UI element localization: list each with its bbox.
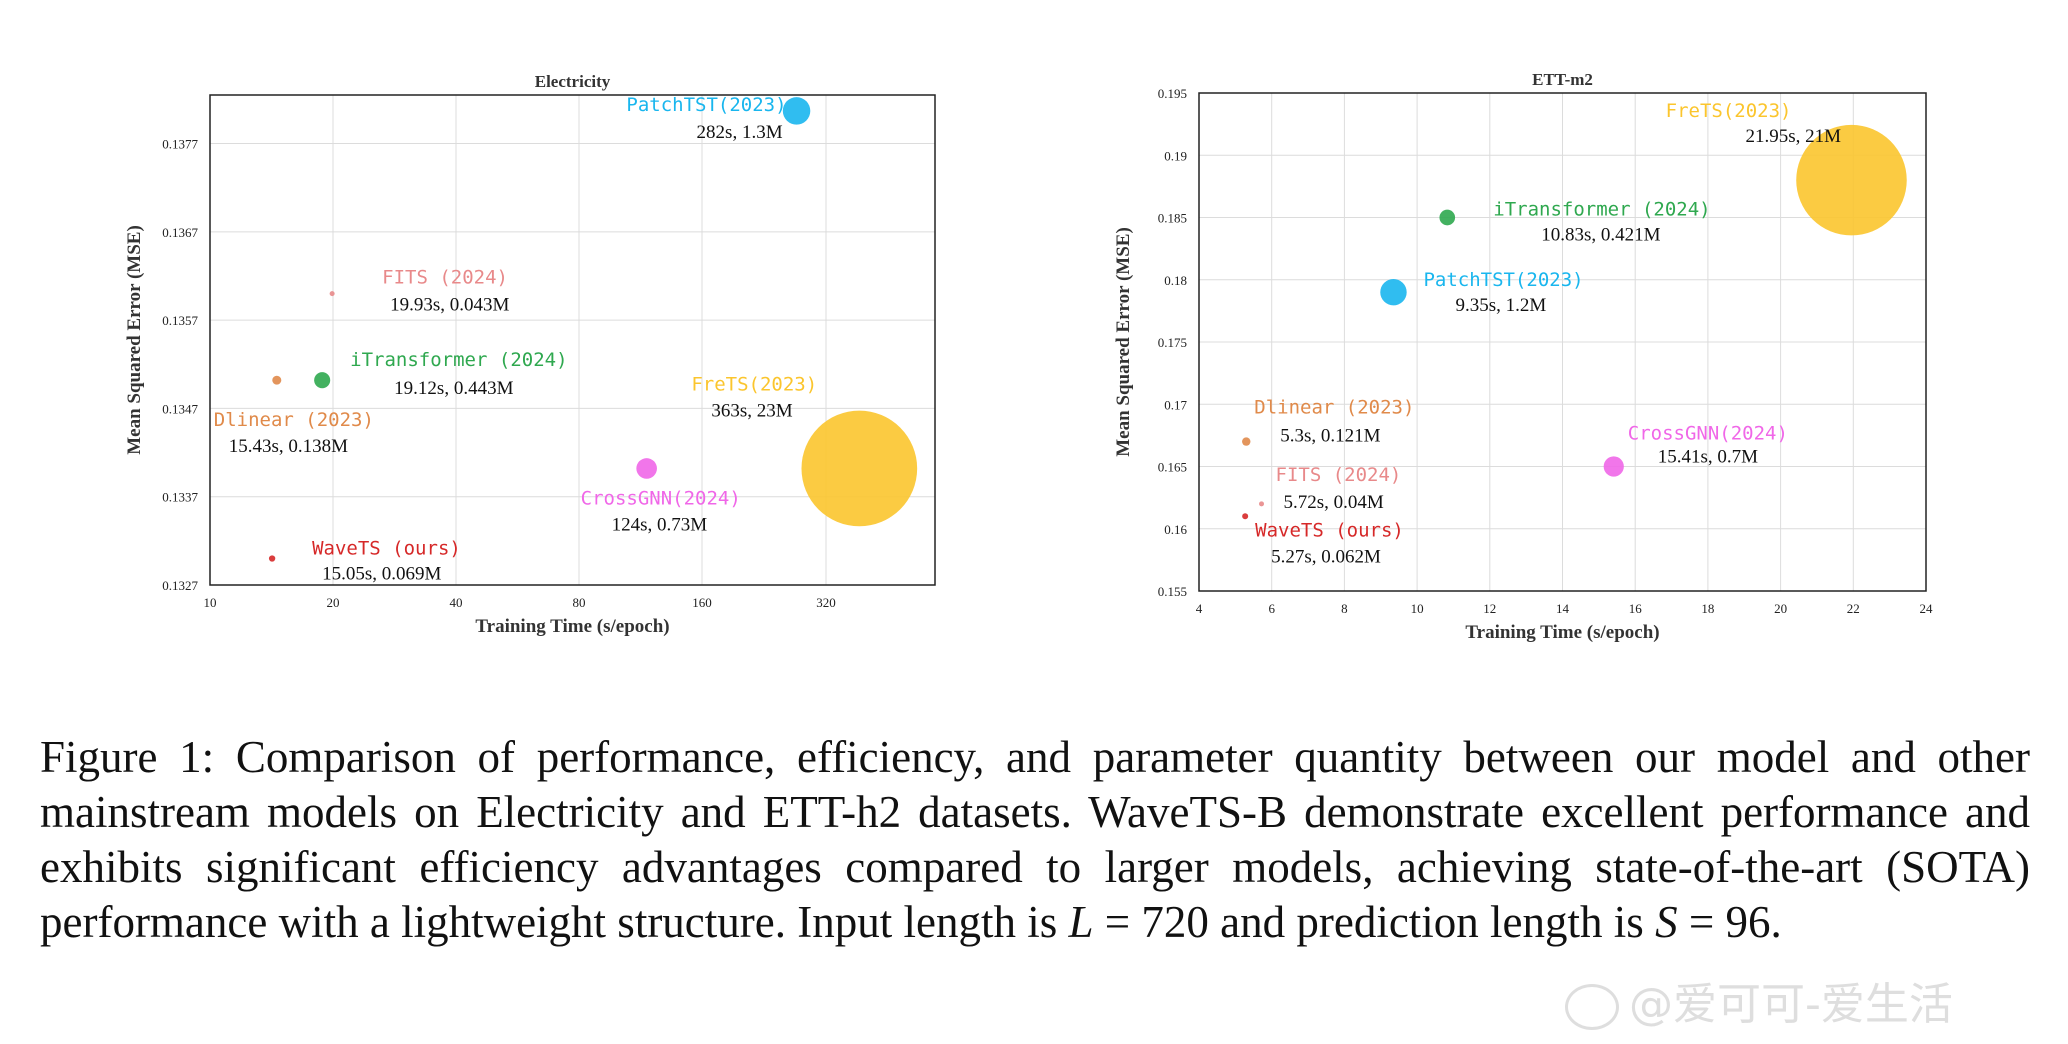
- caption-text-S-eq: = 96.: [1677, 897, 1782, 947]
- chart1-x-tick-label: 320: [816, 595, 836, 610]
- chart2-point-label: WaveTS (ours): [1255, 519, 1404, 541]
- chart1-point-label: FITS (2024): [382, 267, 508, 289]
- chart1-data-point: [329, 291, 335, 297]
- watermark: @爱可可-爱生活: [1565, 968, 2065, 1032]
- chart2-x-tick-label: 16: [1629, 601, 1643, 616]
- chart2-y-tick-label: 0.185: [1158, 211, 1187, 226]
- chart2-point-label: FreTS(2023): [1666, 100, 1792, 122]
- chart2-x-tick-label: 22: [1847, 601, 1860, 616]
- chart1-point-detail: 282s, 1.3M: [697, 122, 783, 143]
- chart2-point-detail: 10.83s, 0.421M: [1541, 225, 1660, 246]
- chart2-y-tick-label: 0.175: [1158, 335, 1187, 350]
- chart2-data-point: [1259, 501, 1265, 507]
- chart1-data-point: [636, 458, 657, 479]
- chart1-title: Electricity: [535, 72, 611, 91]
- chart2-x-tick-label: 12: [1483, 601, 1496, 616]
- chart2-data-point: [1603, 456, 1624, 477]
- chart1-point-detail: 15.05s, 0.069M: [322, 564, 441, 585]
- caption-text: Figure 1: Comparison of performance, eff…: [40, 732, 2030, 947]
- chart2-x-tick-label: 8: [1341, 601, 1348, 616]
- chart1-point-label: WaveTS (ours): [312, 538, 461, 560]
- chart2-point-detail: 5.27s, 0.062M: [1271, 546, 1381, 567]
- chart1-x-tick-label: 10: [204, 595, 217, 610]
- chart1-data-point: [272, 375, 282, 385]
- chart2-point-detail: 9.35s, 1.2M: [1455, 295, 1546, 316]
- chart2-y-tick-label: 0.195: [1158, 86, 1187, 101]
- chart2-x-tick-label: 4: [1196, 601, 1203, 616]
- caption-text-L-eq: = 720 and prediction length is: [1093, 897, 1656, 947]
- chart2-point-label: PatchTST(2023): [1423, 269, 1583, 291]
- chart2-y-tick-label: 0.17: [1164, 397, 1187, 412]
- chart1-data-point: [782, 97, 811, 125]
- weibo-logo-icon: [1565, 984, 1619, 1030]
- chart1-y-axis-label: Mean Squared Error (MSE): [124, 225, 145, 455]
- chart2-x-axis-label: Training Time (s/epoch): [1465, 622, 1659, 643]
- chart2-point-label: iTransformer (2024): [1493, 199, 1710, 221]
- chart1-x-tick-label: 160: [692, 595, 712, 610]
- chart1-x-tick-label: 20: [327, 595, 340, 610]
- chart2-data-point: [1380, 278, 1407, 306]
- chart2-data-point: [1439, 209, 1456, 226]
- chart2-point-label: FITS (2024): [1276, 464, 1402, 486]
- chart2-point-detail: 5.3s, 0.121M: [1280, 426, 1380, 447]
- chart1-y-tick-label: 0.1337: [162, 490, 198, 505]
- chart1-point-detail: 19.12s, 0.443M: [394, 378, 513, 399]
- figure-caption: Figure 1: Comparison of performance, eff…: [40, 730, 2030, 950]
- chart2-y-tick-label: 0.19: [1164, 148, 1187, 163]
- watermark-text: @爱可可-爱生活: [1629, 979, 1953, 1030]
- chart2-x-tick-label: 24: [1920, 601, 1934, 616]
- chart1-point-label: FreTS(2023): [691, 373, 817, 395]
- chart1-data-point: [314, 372, 331, 389]
- chart2-point-label: Dlinear (2023): [1254, 397, 1414, 419]
- chart1-x-axis-label: Training Time (s/epoch): [475, 616, 669, 637]
- chart2-x-tick-label: 20: [1774, 601, 1787, 616]
- chart1-point-label: Dlinear (2023): [214, 409, 374, 431]
- chart2-x-tick-label: 6: [1268, 601, 1275, 616]
- chart1-point-detail: 363s, 23M: [711, 400, 792, 421]
- chart2-x-tick-label: 14: [1556, 601, 1570, 616]
- chart2-y-tick-label: 0.155: [1158, 584, 1187, 599]
- chart2-y-tick-label: 0.18: [1164, 273, 1187, 288]
- chart1-point-label: iTransformer (2024): [350, 349, 567, 371]
- chart2-point-detail: 5.72s, 0.04M: [1284, 492, 1384, 513]
- chart1-point-label: CrossGNN(2024): [581, 487, 741, 509]
- chart1-x-tick-label: 80: [573, 595, 586, 610]
- chart1-point-detail: 19.93s, 0.043M: [390, 295, 509, 316]
- figure-charts: 10 20 40 80 160 320 0.1327 0.1337 0.1347 0.1357 0.…: [124, 70, 1934, 643]
- chart1-y-tick-label: 0.1327: [162, 578, 198, 593]
- chart2-title: ETT-m2: [1532, 70, 1593, 89]
- chart2-point-detail: 15.41s, 0.7M: [1658, 447, 1758, 468]
- chart1-plot-frame: [209, 94, 936, 586]
- chart2-plot-frame: [1198, 92, 1927, 592]
- chart1-data-point: [268, 555, 276, 562]
- caption-var-S: S: [1655, 897, 1678, 947]
- chart1-point-detail: 15.43s, 0.138M: [229, 436, 348, 457]
- chart1-y-tick-label: 0.1357: [162, 313, 198, 328]
- chart2-point-label: CrossGNN(2024): [1628, 423, 1788, 445]
- chart2-y-axis-label: Mean Squared Error (MSE): [1113, 227, 1134, 457]
- chart1-point-detail: 124s, 0.73M: [612, 514, 708, 535]
- chart2-x-tick-label: 18: [1701, 601, 1714, 616]
- chart1-point-label: PatchTST(2023): [626, 94, 786, 116]
- chart2-y-tick-label: 0.165: [1158, 460, 1187, 475]
- chart1-x-tick-label: 40: [450, 595, 463, 610]
- chart2-y-tick-label: 0.16: [1164, 522, 1187, 537]
- chart2-data-point: [1242, 513, 1249, 520]
- chart1-y-tick-label: 0.1347: [162, 401, 198, 416]
- chart2-point-detail: 21.95s, 21M: [1745, 126, 1841, 147]
- chart1-data-point: [801, 410, 918, 527]
- chart2-data-point: [1796, 124, 1907, 236]
- chart1-y-tick-label: 0.1377: [162, 137, 198, 152]
- chart1-y-tick-label: 0.1367: [162, 225, 198, 240]
- chart2-x-tick-label: 10: [1411, 601, 1424, 616]
- chart2-data-point: [1242, 437, 1251, 446]
- caption-var-L: L: [1068, 897, 1094, 947]
